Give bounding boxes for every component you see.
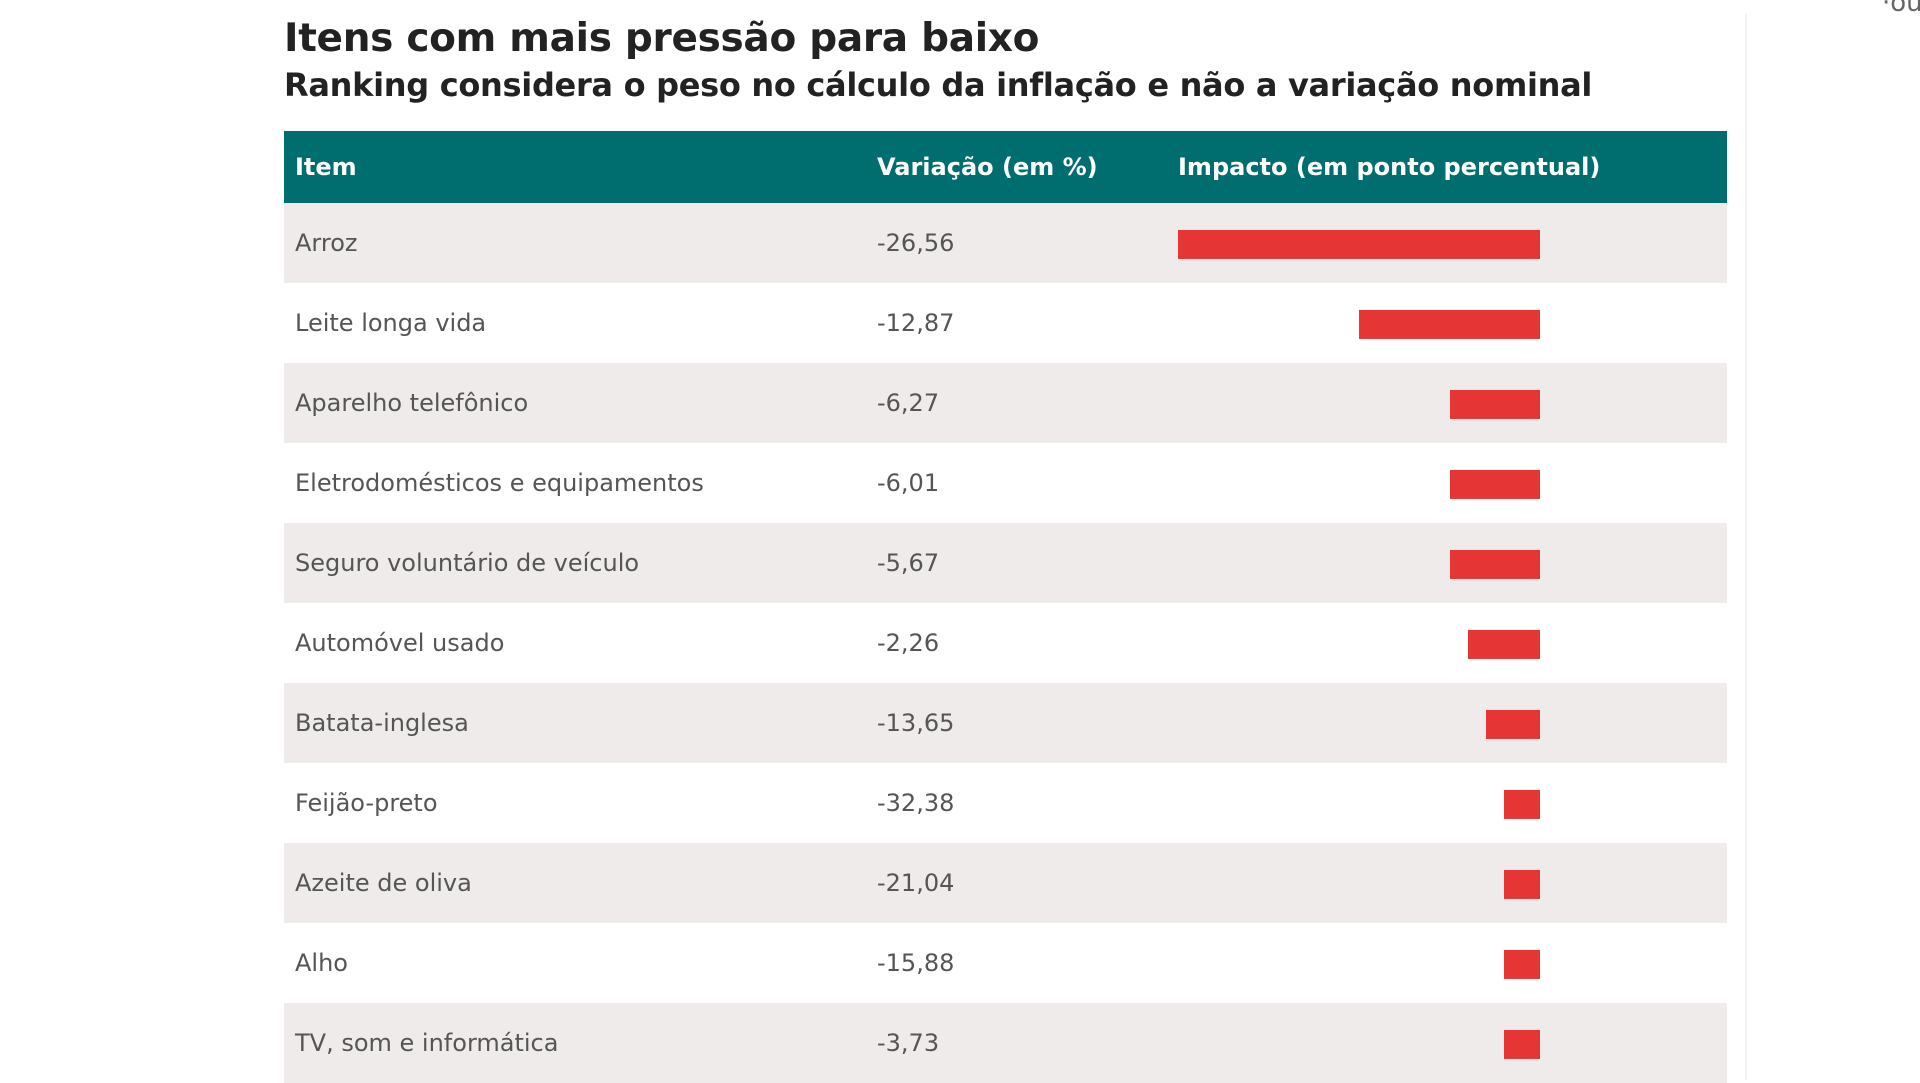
- header-impacto: Impacto (em ponto percentual): [1178, 153, 1601, 181]
- variacao-value: -13,65: [877, 709, 955, 737]
- impact-bar: [1449, 389, 1540, 419]
- table-row: Eletrodomésticos e equipamentos -6,01: [284, 443, 1727, 523]
- impact-bar: [1449, 469, 1540, 499]
- table-row: Batata-inglesa -13,65: [284, 683, 1727, 763]
- corner-text: ·ou: [1882, 0, 1920, 18]
- impact-bar: [1178, 229, 1540, 259]
- header-variacao: Variação (em %): [877, 153, 1098, 181]
- variacao-value: -2,26: [877, 629, 940, 657]
- impact-bar: [1449, 549, 1540, 579]
- table-row: Aparelho telefônico -6,27: [284, 363, 1727, 443]
- chart-subtitle: Ranking considera o peso no cálculo da i…: [284, 66, 1593, 104]
- table-row: Arroz -26,56: [284, 203, 1727, 283]
- variacao-value: -32,38: [877, 789, 955, 817]
- table-header: Item Variação (em %) Impacto (em ponto p…: [284, 131, 1727, 203]
- chart-title: Itens com mais pressão para baixo: [284, 16, 1040, 61]
- impact-bar: [1485, 709, 1540, 739]
- table-row: TV, som e informática -3,73: [284, 1003, 1727, 1083]
- variacao-value: -6,01: [877, 469, 940, 497]
- impact-table: Item Variação (em %) Impacto (em ponto p…: [284, 131, 1727, 1083]
- variacao-value: -15,88: [877, 949, 955, 977]
- header-item: Item: [295, 153, 357, 181]
- item-label: TV, som e informática: [295, 1029, 559, 1057]
- item-label: Seguro voluntário de veículo: [295, 549, 640, 577]
- impact-bar: [1503, 789, 1540, 819]
- table-row: Automóvel usado -2,26: [284, 603, 1727, 683]
- variacao-value: -6,27: [877, 389, 940, 417]
- impact-bar: [1503, 1029, 1540, 1059]
- variacao-value: -26,56: [877, 229, 955, 257]
- table-row: Leite longa vida -12,87: [284, 283, 1727, 363]
- table-row: Feijão-preto -32,38: [284, 763, 1727, 843]
- item-label: Eletrodomésticos e equipamentos: [295, 469, 704, 497]
- item-label: Arroz: [295, 229, 358, 257]
- variacao-value: -5,67: [877, 549, 940, 577]
- impact-bar: [1467, 629, 1540, 659]
- item-label: Automóvel usado: [295, 629, 505, 657]
- variacao-value: -3,73: [877, 1029, 940, 1057]
- impact-bar: [1503, 949, 1540, 979]
- item-label: Leite longa vida: [295, 309, 487, 337]
- column-divider: [1745, 14, 1747, 1080]
- table-row: Azeite de oliva -21,04: [284, 843, 1727, 923]
- table-row: Alho -15,88: [284, 923, 1727, 1003]
- item-label: Batata-inglesa: [295, 709, 469, 737]
- item-label: Feijão-preto: [295, 789, 438, 817]
- variacao-value: -21,04: [877, 869, 955, 897]
- variacao-value: -12,87: [877, 309, 955, 337]
- impact-bar: [1503, 869, 1540, 899]
- item-label: Azeite de oliva: [295, 869, 472, 897]
- item-label: Alho: [295, 949, 348, 977]
- item-label: Aparelho telefônico: [295, 389, 529, 417]
- table-row: Seguro voluntário de veículo -5,67: [284, 523, 1727, 603]
- impact-bar: [1359, 309, 1540, 339]
